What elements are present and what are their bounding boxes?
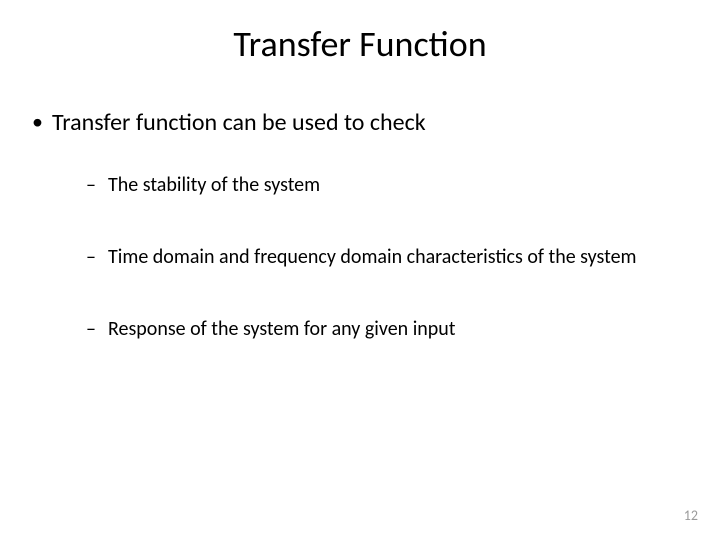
- page-number: 12: [684, 507, 698, 524]
- slide-body: Transfer function can be used to check T…: [30, 108, 680, 382]
- sub-bullet-item: The stability of the system: [86, 166, 680, 204]
- sub-bullet-item: Time domain and frequency domain charact…: [86, 238, 680, 276]
- slide: Transfer Function Transfer function can …: [0, 0, 720, 540]
- sub-bullet-item: Response of the system for any given inp…: [86, 310, 680, 348]
- bullet-level1: Transfer function can be used to check: [30, 108, 680, 138]
- sub-bullet-list: The stability of the system Time domain …: [86, 166, 680, 348]
- slide-title: Transfer Function: [0, 22, 720, 66]
